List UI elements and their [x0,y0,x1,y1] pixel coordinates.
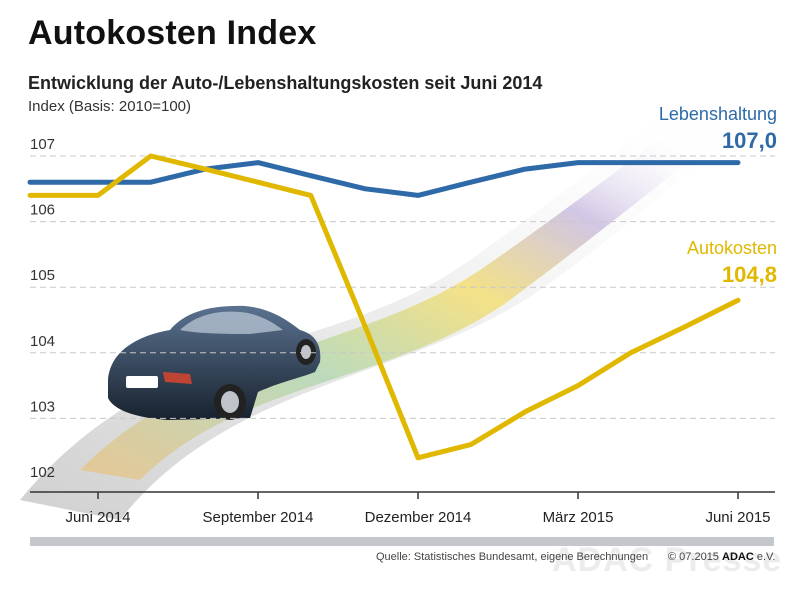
brand-suffix: e.V. [756,551,776,563]
watermark: ADAC Presse [552,541,783,579]
series-name-autokosten: Autokosten [687,238,777,258]
series-end-value-autokosten: 104,8 [722,262,777,287]
series-end-value-lebenshaltung: 107,0 [722,128,777,153]
x-axis [30,491,775,499]
series-end-labels: Lebenshaltung 107,0 Autokosten 104,8 [659,104,777,287]
x-tick-label: Juni 2014 [65,509,130,526]
x-tick-label: März 2015 [543,509,614,526]
series-line-lebenshaltung [27,160,741,198]
chart-title: Autokosten Index [28,14,317,52]
y-tick-label: 107 [30,136,55,153]
euro-banknote-road-icon [20,90,760,520]
series-lines [27,153,741,461]
x-tick-labels: Juni 2014 September 2014 Dezember 2014 März… [65,509,770,526]
car-icon [108,305,321,420]
y-tick-label: 104 [30,333,55,350]
series-line-autokosten [27,153,741,461]
x-tick-label: September 2014 [203,509,314,526]
y-tick-labels: 102 103 104 105 106 107 [30,136,55,481]
brand-name: ADAC [722,551,754,563]
x-tick-label: Juni 2015 [705,509,770,526]
y-tick-label: 105 [30,267,55,284]
copyright-note: © 07.2015 ADAC e.V. [668,551,775,563]
y-axis-label: Index (Basis: 2010=100) [28,98,192,115]
series-name-lebenshaltung: Lebenshaltung [659,104,777,124]
footer-bar [30,537,774,546]
chart-subtitle: Entwicklung der Auto-/Lebenshaltungskost… [28,73,543,93]
y-tick-label: 106 [30,202,55,219]
copyright-date: © 07.2015 [668,551,719,563]
x-tick-label: Dezember 2014 [365,509,472,526]
y-tick-label: 103 [30,398,55,415]
source-note: Quelle: Statistisches Bundesamt, eigene … [376,551,649,563]
y-tick-label: 102 [30,464,55,481]
